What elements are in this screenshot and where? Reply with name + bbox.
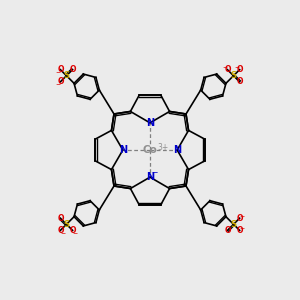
- Text: −: −: [235, 65, 240, 70]
- Text: −: −: [56, 82, 61, 87]
- Text: −: −: [152, 169, 158, 178]
- Text: S: S: [64, 71, 70, 80]
- Text: O: O: [57, 77, 64, 86]
- Text: S: S: [64, 220, 70, 229]
- Text: 3+: 3+: [158, 143, 169, 152]
- Text: O: O: [236, 65, 243, 74]
- Text: −: −: [223, 65, 228, 70]
- Text: −: −: [56, 69, 61, 74]
- Text: N: N: [119, 145, 127, 155]
- Text: O: O: [236, 226, 243, 235]
- Text: O: O: [57, 65, 64, 74]
- Text: O: O: [69, 65, 76, 74]
- Text: N: N: [173, 145, 181, 155]
- Text: O: O: [224, 226, 231, 235]
- Text: −: −: [72, 230, 77, 235]
- Text: O: O: [57, 226, 64, 235]
- Text: O: O: [236, 214, 243, 223]
- Text: O: O: [69, 226, 76, 235]
- Text: S: S: [230, 220, 236, 229]
- Text: O: O: [57, 214, 64, 223]
- Text: O: O: [224, 65, 231, 74]
- Text: −: −: [60, 230, 65, 235]
- Text: Co: Co: [142, 145, 158, 155]
- Text: S: S: [230, 71, 236, 80]
- Text: O: O: [236, 77, 243, 86]
- Text: N: N: [146, 172, 154, 182]
- Text: N: N: [146, 118, 154, 128]
- Text: −: −: [239, 213, 244, 218]
- Text: −: −: [239, 226, 244, 231]
